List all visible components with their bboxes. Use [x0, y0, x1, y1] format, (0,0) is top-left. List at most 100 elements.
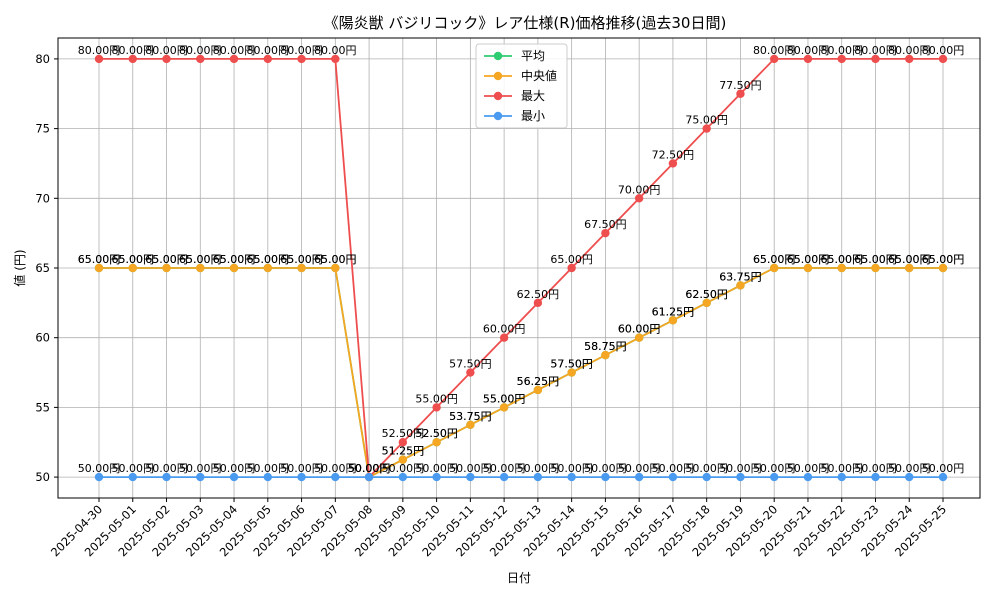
data-label: 65.00円 — [888, 253, 931, 266]
series-line — [99, 58, 943, 480]
data-point — [331, 263, 340, 273]
data-point — [702, 472, 711, 482]
data-point — [331, 472, 340, 482]
data-label: 50.00円 — [753, 462, 796, 475]
data-label: 50.00円 — [145, 462, 188, 475]
data-label: 65.00円 — [922, 253, 965, 266]
data-point — [499, 333, 509, 342]
data-label: 50.00円 — [888, 462, 931, 475]
data-label: 50.00円 — [685, 462, 728, 475]
data-point — [770, 472, 779, 482]
legend-entry-label: 平均 — [521, 49, 545, 63]
data-label: 50.00円 — [348, 462, 391, 475]
data-point — [162, 472, 171, 482]
legend-swatch-marker — [493, 71, 503, 81]
data-label: 56.25円 — [517, 375, 560, 388]
data-label: 77.50円 — [719, 79, 762, 92]
data-label: 65.00円 — [247, 253, 290, 266]
data-point — [905, 263, 914, 273]
data-label: 65.00円 — [78, 253, 121, 266]
data-label: 75.00円 — [685, 114, 728, 127]
data-label: 65.00円 — [213, 253, 256, 266]
data-point — [94, 263, 104, 273]
chart-title: 《陽炎獣 バジリコック》レア仕様(R)価格推移(過去30日間) — [324, 14, 727, 32]
data-label: 58.75円 — [584, 340, 627, 353]
data-label: 63.75円 — [719, 270, 762, 283]
data-label: 52.50円 — [415, 427, 458, 440]
data-point — [263, 54, 272, 64]
data-label: 62.50円 — [685, 288, 728, 301]
data-label: 80.00円 — [179, 44, 222, 57]
data-point — [871, 472, 880, 482]
data-label: 50.00円 — [483, 462, 526, 475]
data-label: 50.00円 — [449, 462, 492, 475]
data-label: 51.25円 — [382, 445, 425, 458]
data-label: 80.00円 — [854, 44, 897, 57]
data-label: 50.00円 — [112, 462, 155, 475]
y-tick-label: 80 — [35, 52, 50, 66]
data-point — [601, 472, 610, 482]
data-point — [702, 124, 711, 133]
series-line — [99, 267, 943, 479]
data-point — [736, 281, 745, 290]
data-labels: 65.00円65.00円65.00円65.00円65.00円65.00円65.0… — [78, 44, 965, 475]
data-label: 80.00円 — [213, 44, 256, 57]
data-label: 60.00円 — [618, 323, 661, 336]
data-point — [634, 194, 644, 203]
data-label: 65.00円 — [753, 253, 796, 266]
data-point — [533, 385, 543, 395]
data-label: 80.00円 — [78, 44, 121, 57]
data-label: 65.00円 — [922, 253, 965, 266]
data-label: 63.75円 — [719, 270, 762, 283]
data-point — [770, 263, 779, 273]
data-point — [803, 54, 813, 64]
data-label: 80.00円 — [922, 44, 965, 57]
data-point — [229, 472, 239, 482]
legend-swatch-marker — [493, 51, 503, 61]
y-tick-label: 65 — [35, 261, 50, 275]
data-label: 80.00円 — [820, 44, 863, 57]
data-label: 50.00円 — [719, 462, 762, 475]
data-point — [432, 472, 441, 482]
data-label: 80.00円 — [145, 44, 188, 57]
data-label: 65.00円 — [179, 253, 222, 266]
data-label: 65.00円 — [280, 253, 323, 266]
data-point — [196, 472, 205, 482]
data-label: 65.00円 — [213, 253, 256, 266]
data-label: 65.00円 — [247, 253, 290, 266]
data-label: 65.00円 — [145, 253, 188, 266]
data-point — [770, 54, 779, 64]
data-point — [567, 472, 576, 482]
data-label: 70.00円 — [618, 183, 661, 196]
data-point — [938, 472, 948, 482]
data-label: 72.50円 — [652, 148, 695, 161]
data-point — [398, 438, 408, 447]
data-label: 80.00円 — [787, 44, 830, 57]
data-point — [601, 350, 610, 360]
data-label: 50.00円 — [787, 462, 830, 475]
data-point — [871, 263, 880, 273]
data-point — [803, 472, 813, 482]
data-point — [466, 420, 475, 430]
data-label: 50.00円 — [382, 462, 425, 475]
data-point — [364, 472, 374, 482]
data-label: 50.00円 — [247, 462, 290, 475]
series-layer — [94, 54, 948, 482]
data-label: 61.25円 — [652, 305, 695, 318]
data-point — [128, 54, 137, 64]
data-label: 65.00円 — [888, 253, 931, 266]
data-label: 57.50円 — [550, 358, 593, 371]
data-label: 55.00円 — [483, 392, 526, 405]
data-label: 50.00円 — [550, 462, 593, 475]
data-point — [162, 54, 171, 64]
data-point — [263, 263, 272, 273]
data-point — [601, 228, 610, 238]
legend-entry-label: 最大 — [521, 89, 545, 103]
data-point — [196, 263, 205, 273]
y-tick-label: 50 — [35, 470, 50, 484]
legend-entry-label: 最小 — [521, 109, 545, 123]
data-label: 50.00円 — [280, 462, 323, 475]
legend-box — [475, 43, 568, 129]
data-label: 65.00円 — [314, 253, 357, 266]
